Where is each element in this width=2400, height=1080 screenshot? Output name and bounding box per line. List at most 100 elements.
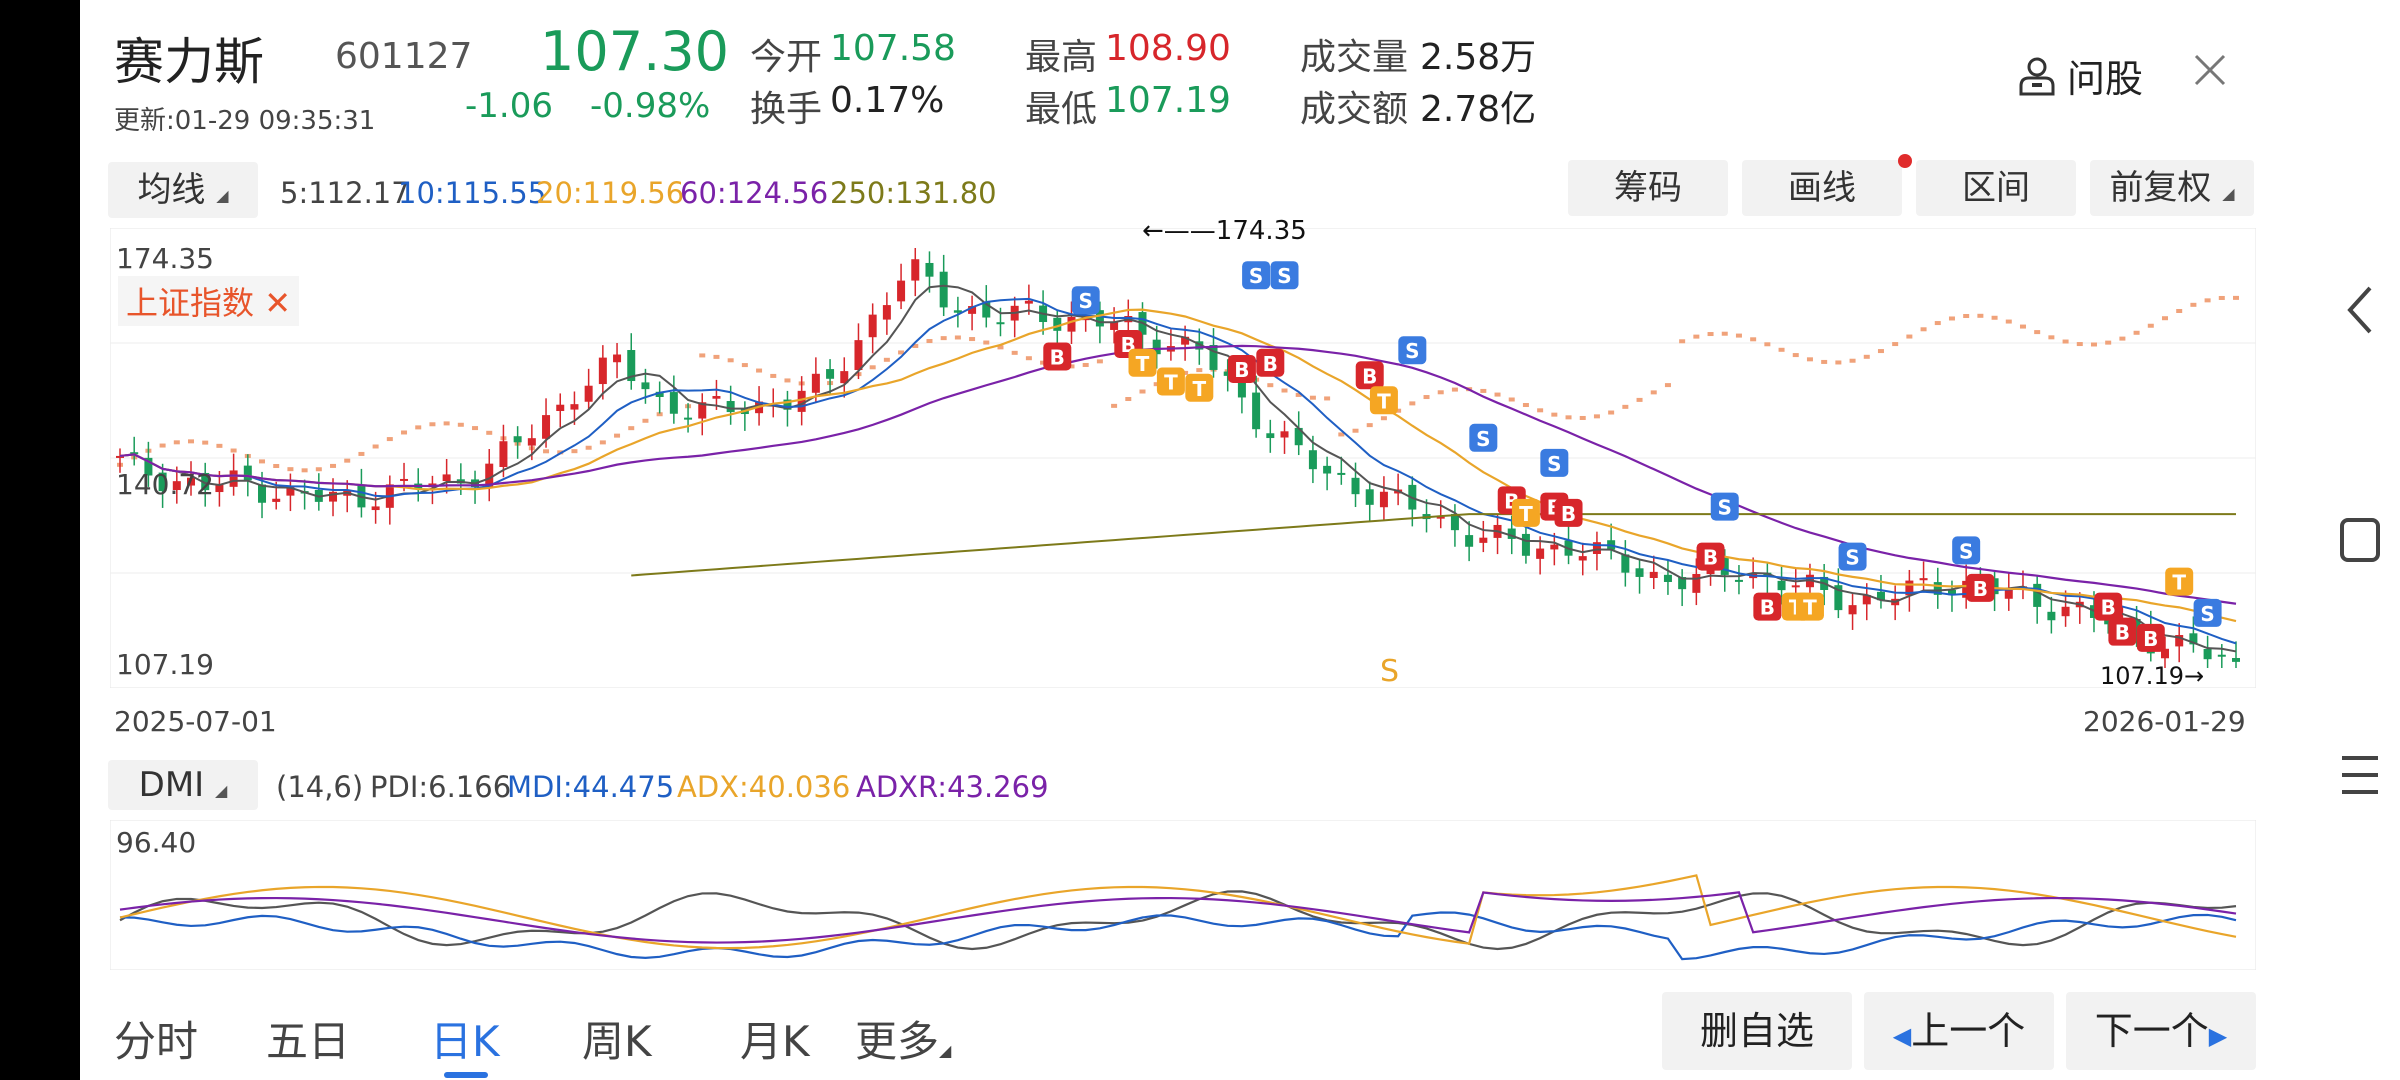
remove-watchlist-button[interactable]: 删自选	[1662, 992, 1852, 1070]
t-signal-icon: T	[1185, 373, 1214, 402]
ask-stock-button[interactable]: 问股	[2015, 48, 2143, 103]
candle	[627, 333, 636, 390]
more-menu[interactable]: 更多◢	[855, 1008, 951, 1069]
svg-text:S: S	[1959, 539, 1973, 563]
svg-text:T: T	[2172, 571, 2186, 595]
sell-signal-icon: S	[1710, 492, 1739, 521]
candle	[1181, 325, 1190, 361]
candle	[1379, 476, 1388, 520]
index-candle	[1948, 316, 1955, 321]
index-candle	[2019, 324, 2026, 329]
high-value: 108.90	[1105, 28, 1231, 69]
index-candle	[1764, 342, 1771, 347]
candle	[882, 292, 891, 335]
candle	[1223, 359, 1232, 392]
candle	[2232, 641, 2240, 668]
candle	[1479, 520, 1488, 553]
index-candle	[2048, 335, 2055, 340]
candle	[1777, 566, 1786, 605]
index-candle	[2147, 323, 2154, 328]
home-nav-icon[interactable]	[2338, 512, 2382, 568]
ma-selector[interactable]: 均线 ◢	[108, 162, 258, 218]
candle	[698, 393, 707, 436]
index-candle	[1267, 383, 1274, 388]
buy-signal-icon: B	[1554, 498, 1583, 527]
ma60-value: 60:124.56	[680, 176, 829, 210]
tab-five-day[interactable]: 五日	[266, 1017, 351, 1066]
sell-signal-icon: S	[1952, 536, 1981, 565]
index-candle	[1082, 362, 1089, 367]
tab-daily-k[interactable]: 日K	[430, 1017, 500, 1066]
dropdown-caret-icon: ◢	[215, 781, 228, 800]
candle	[2004, 573, 2013, 611]
index-candle	[2204, 298, 2211, 303]
ma250-value: 250:131.80	[830, 176, 997, 210]
draw-button-label: 画线	[1788, 168, 1856, 208]
candle	[1450, 504, 1459, 547]
y-axis-bottom-label: 107.19	[116, 648, 214, 681]
candle	[1323, 456, 1332, 491]
candle	[201, 462, 210, 507]
draw-button[interactable]: 画线	[1742, 160, 1902, 216]
index-candle	[1423, 395, 1430, 400]
svg-text:S: S	[1718, 496, 1732, 520]
index-candle	[1991, 315, 1998, 320]
dropdown-caret-icon: ◢	[216, 186, 229, 205]
ma5-value: 5:112.17	[280, 176, 410, 210]
index-candle	[259, 459, 266, 464]
candle	[1621, 540, 1630, 587]
t-signal-icon: T	[2165, 567, 2194, 596]
t-signal-icon: T	[1795, 592, 1824, 621]
candle	[371, 491, 380, 524]
index-overlay-tag[interactable]: 上证指数 ✕	[118, 276, 299, 326]
svg-text:B: B	[1263, 352, 1278, 376]
signal-s-label: S	[1380, 654, 1400, 689]
candle	[329, 478, 338, 517]
candle	[953, 296, 962, 328]
index-candle	[1579, 415, 1586, 420]
range-button[interactable]: 区间	[1916, 160, 2076, 216]
buy-signal-icon: B	[2108, 617, 2137, 646]
index-candle	[1593, 414, 1600, 419]
candle	[116, 448, 124, 473]
buy-signal-icon: B	[2136, 623, 2165, 652]
dropdown-caret-icon: ◢	[939, 1041, 952, 1060]
svg-text:T: T	[1803, 596, 1817, 620]
mdi-line	[119, 911, 2237, 961]
remove-overlay-icon[interactable]: ✕	[264, 284, 291, 322]
index-candle	[1750, 337, 1757, 342]
arrow-left-icon: ◀	[1892, 1022, 1912, 1050]
index-candle	[1011, 350, 1018, 355]
dmi-y-top-label: 96.40	[116, 826, 197, 859]
close-button[interactable]	[2190, 50, 2230, 94]
chips-button[interactable]: 筹码	[1568, 160, 1728, 216]
ma250-line	[631, 513, 2236, 577]
index-candle	[1068, 364, 1075, 369]
indicator-selector[interactable]: DMI ◢	[108, 760, 258, 810]
index-candle	[472, 426, 479, 431]
recent-apps-icon[interactable]	[2338, 752, 2382, 798]
index-candle	[1977, 313, 1984, 318]
svg-text:T: T	[1192, 377, 1206, 401]
buy-signal-icon: B	[1696, 542, 1725, 571]
index-candle	[2133, 330, 2140, 335]
adxr-line	[119, 891, 2237, 944]
tab-weekly-k[interactable]: 周K	[582, 1017, 652, 1066]
tab-intraday[interactable]: 分时	[114, 1017, 199, 1066]
x-axis-start-label: 2025-07-01	[114, 705, 277, 738]
index-candle	[1111, 403, 1118, 408]
adjust-selector[interactable]: 前复权 ◢	[2090, 160, 2254, 216]
index-candle	[1451, 387, 1458, 392]
back-nav-icon[interactable]	[2338, 280, 2382, 340]
prev-stock-button[interactable]: ◀上一个	[1864, 992, 2054, 1070]
sell-signal-icon: S	[1071, 286, 1100, 315]
tab-monthly-k[interactable]: 月K	[740, 1017, 810, 1066]
dmi-chart[interactable]	[110, 820, 2256, 970]
svg-text:T: T	[1136, 352, 1150, 376]
y-axis-top-label: 174.35	[116, 242, 214, 275]
next-stock-button[interactable]: 下一个▶	[2066, 992, 2256, 1070]
candle	[826, 359, 835, 396]
user-assistant-icon	[2019, 57, 2055, 95]
index-candle	[2233, 295, 2239, 300]
